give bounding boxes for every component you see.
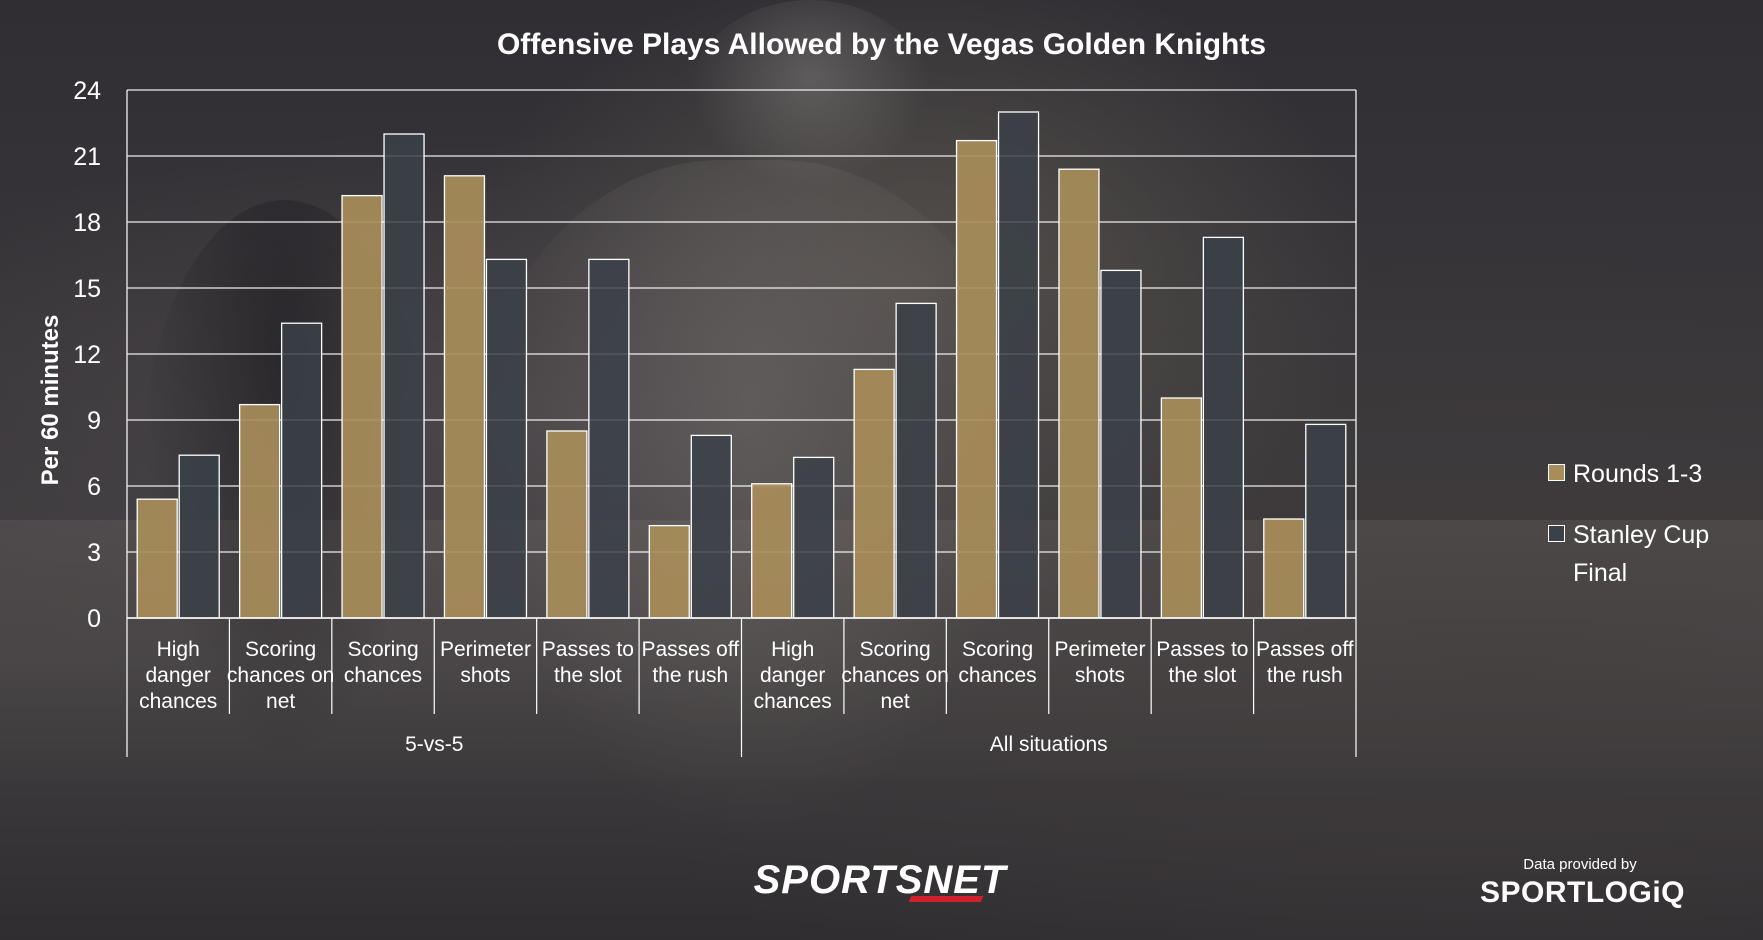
x-tick-label: the rush <box>652 664 728 687</box>
bar-series0-8 <box>955 139 998 619</box>
legend-label-final: Stanley Cup Final <box>1573 516 1733 592</box>
legend: Rounds 1-3 Stanley Cup Final <box>1548 455 1733 592</box>
legend-label-rounds: Rounds 1-3 <box>1573 460 1703 488</box>
y-axis-label: Per 60 minutes <box>37 314 64 486</box>
bar-series0-0 <box>136 498 178 619</box>
x-tick-label: Perimeter <box>440 638 531 661</box>
y-tick-label: 6 <box>87 473 101 501</box>
x-tick-label: chances <box>958 664 1036 687</box>
bar-series1-11 <box>1305 423 1347 619</box>
bar-series0-6 <box>751 483 793 619</box>
bar-series0-3 <box>443 175 486 619</box>
bar-series1-5 <box>690 434 732 619</box>
bar-series0-10 <box>1160 397 1203 619</box>
x-tick-label: chances on <box>227 664 334 687</box>
sportsnet-logo: SPORTSNET <box>753 858 1007 902</box>
x-tick-label: chances on <box>841 664 948 687</box>
legend-label-final-line2: Final <box>1573 559 1628 587</box>
x-tick-label: Passes to <box>1156 638 1248 661</box>
bar-series0-2 <box>341 194 383 619</box>
background-photo-player-helmet <box>690 0 930 190</box>
y-tick-label: 21 <box>73 143 101 171</box>
y-tick-label: 15 <box>73 275 101 303</box>
sportlogiq-logo: SPORTLOGiQ <box>1480 876 1686 909</box>
bar-series1-7 <box>895 302 937 619</box>
bar-series1-1 <box>280 322 323 619</box>
bar-series1-0 <box>178 454 220 619</box>
x-tick-label: net <box>881 690 910 713</box>
bar-series0-5 <box>648 524 690 619</box>
legend-swatch-final <box>1548 525 1565 542</box>
x-tick-label: Passes off <box>1256 638 1354 661</box>
bar-series0-7 <box>853 368 895 619</box>
x-tick-label: shots <box>460 664 510 687</box>
bar-series1-6 <box>793 456 835 619</box>
x-tick-label: Scoring <box>347 638 418 661</box>
x-tick-label: chances <box>754 690 832 713</box>
x-tick-label: chances <box>139 690 217 713</box>
y-tick-label: 9 <box>87 407 101 435</box>
x-tick-label: danger <box>760 664 825 687</box>
sportsnet-logo-accent <box>908 896 984 902</box>
bar-series1-8 <box>997 111 1040 619</box>
x-tick-label: High <box>771 638 814 661</box>
y-tick-label: 0 <box>87 605 101 633</box>
x-group-label: 5-vs-5 <box>405 733 463 756</box>
legend-item-rounds: Rounds 1-3 <box>1548 455 1733 493</box>
x-tick-label: High <box>157 638 200 661</box>
legend-swatch-rounds <box>1548 464 1565 481</box>
y-tick-label: 18 <box>73 209 101 237</box>
y-tick-label: 12 <box>73 341 101 369</box>
bar-series0-4 <box>546 430 588 619</box>
x-tick-label: shots <box>1075 664 1125 687</box>
bar-series1-3 <box>485 258 528 619</box>
bar-series0-1 <box>238 403 281 619</box>
data-provider-label: Data provided by <box>1523 856 1637 873</box>
bar-series0-11 <box>1263 518 1305 619</box>
legend-label-final-line1: Stanley Cup <box>1573 521 1710 549</box>
y-tick-label: 3 <box>87 539 101 567</box>
x-tick-label: Scoring <box>860 638 931 661</box>
legend-item-final: Stanley Cup Final <box>1548 516 1733 592</box>
x-tick-label: Passes off <box>641 638 739 661</box>
x-tick-label: Scoring <box>245 638 316 661</box>
x-tick-label: chances <box>344 664 422 687</box>
x-tick-label: the rush <box>1267 664 1343 687</box>
x-tick-label: danger <box>146 664 211 687</box>
bar-series1-4 <box>588 258 630 619</box>
x-tick-label: net <box>266 690 295 713</box>
x-tick-label: the slot <box>1169 664 1237 687</box>
x-group-label: All situations <box>990 733 1108 756</box>
chart-title: Offensive Plays Allowed by the Vegas Gol… <box>496 28 1267 61</box>
bar-series1-9 <box>1100 269 1142 619</box>
x-tick-label: Passes to <box>542 638 634 661</box>
y-tick-label: 24 <box>73 77 101 105</box>
bar-series1-2 <box>383 133 425 619</box>
x-tick-label: the slot <box>554 664 622 687</box>
bar-series0-9 <box>1058 168 1100 619</box>
bar-series1-10 <box>1202 236 1245 619</box>
x-tick-label: Perimeter <box>1054 638 1145 661</box>
x-tick-label: Scoring <box>962 638 1033 661</box>
